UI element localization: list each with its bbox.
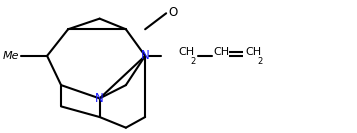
- Text: Me: Me: [2, 51, 19, 61]
- Text: CH: CH: [245, 47, 261, 57]
- Text: 2: 2: [257, 57, 262, 66]
- Text: CH: CH: [213, 47, 230, 57]
- Text: 2: 2: [191, 57, 196, 66]
- Text: N: N: [141, 49, 150, 62]
- Text: O: O: [168, 6, 177, 19]
- Text: CH: CH: [178, 47, 195, 57]
- Text: N: N: [95, 92, 104, 105]
